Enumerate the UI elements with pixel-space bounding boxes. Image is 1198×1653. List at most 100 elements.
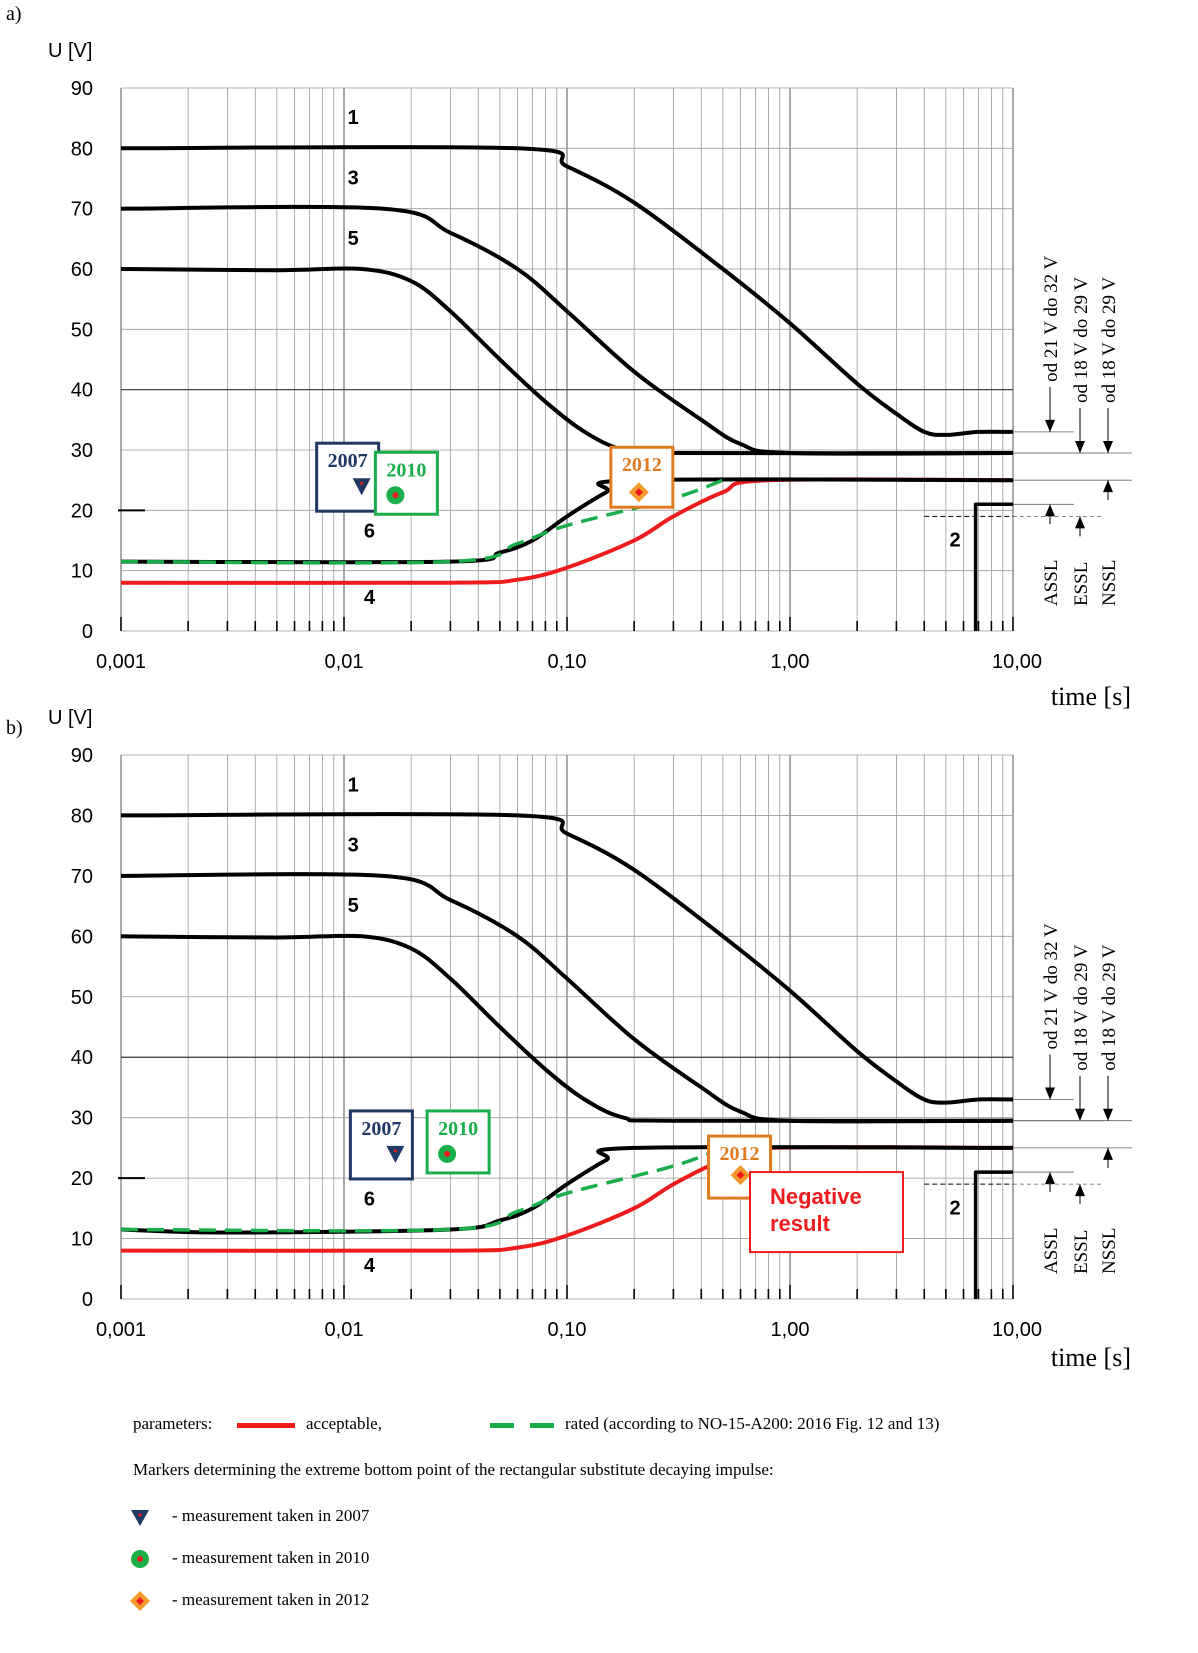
marker-2007-triangle-icon bbox=[352, 478, 371, 496]
series-line-6 bbox=[120, 477, 1014, 565]
x-tick-label: 10,00 bbox=[992, 1319, 1042, 1341]
y-tick-label: 60 bbox=[71, 259, 93, 281]
marker-box-2007 bbox=[315, 441, 381, 513]
marker-year-label-2010: 2010 bbox=[386, 459, 426, 481]
marker-2007-triangle-icon bbox=[386, 1145, 405, 1163]
range-label: od 21 V do 32 V bbox=[1041, 255, 1062, 381]
y-tick-label: 10 bbox=[71, 561, 93, 583]
x-tick-label: 1,00 bbox=[771, 1319, 810, 1341]
negative-result-note-line: Negative bbox=[770, 1184, 862, 1209]
grid bbox=[118, 87, 1014, 632]
marker-year-label-2007: 2007 bbox=[361, 1118, 401, 1140]
panel-label-b: b) bbox=[6, 717, 23, 739]
curve-label-2: 2 bbox=[950, 1197, 961, 1219]
negative-result-note-line: result bbox=[770, 1211, 831, 1236]
x-axis-ticks bbox=[120, 617, 1014, 631]
y-tick-label: 90 bbox=[71, 745, 93, 767]
y-tick-label: 50 bbox=[71, 987, 93, 1009]
marker-year-label-2012: 2012 bbox=[720, 1143, 760, 1165]
voltage-ranges: od 21 V do 32 V ASSL od 18 V do 29 V ESSL od… bbox=[924, 923, 1132, 1274]
range-arrow-head-top bbox=[1075, 1108, 1085, 1121]
y-tick-label: 90 bbox=[71, 78, 93, 100]
range-arrow-head-top bbox=[1045, 1087, 1055, 1100]
chart-panel-a: 0 10 20 30 40 50 60 70 80 90 0,001 0,01 0,10 1,00 10,0… bbox=[48, 40, 1132, 711]
y-axis-title: U [V] bbox=[48, 707, 92, 729]
y-tick-label: 70 bbox=[71, 866, 93, 888]
curve-label-4: 4 bbox=[364, 587, 376, 609]
y-tick-label: 60 bbox=[71, 926, 93, 948]
range-bottom-label: NSSL bbox=[1099, 560, 1120, 606]
range-label: od 18 V do 29 V bbox=[1071, 277, 1092, 403]
curve-label-3: 3 bbox=[348, 168, 359, 190]
marker-box-2010 bbox=[425, 1109, 491, 1175]
y-tick-label: 10 bbox=[71, 1229, 93, 1251]
y-tick-label: 20 bbox=[71, 500, 93, 522]
curve-label-5: 5 bbox=[348, 228, 359, 250]
range-arrow-head-bottom bbox=[1103, 480, 1113, 493]
marker-2010-dot bbox=[392, 492, 399, 499]
range-bottom-label: ASSL bbox=[1041, 560, 1062, 606]
x-tick-label: 0,10 bbox=[548, 651, 587, 673]
y-tick-label: 0 bbox=[82, 1289, 93, 1311]
y-tick-label: 20 bbox=[71, 1168, 93, 1190]
range-label: od 21 V do 32 V bbox=[1041, 923, 1062, 1049]
range-label: od 18 V do 29 V bbox=[1071, 944, 1092, 1070]
y-tick-label: 0 bbox=[82, 621, 93, 643]
series-line-2 bbox=[973, 1170, 1013, 1299]
marker-year-label-2012: 2012 bbox=[622, 454, 662, 476]
x-axis-title: time [s] bbox=[1051, 682, 1131, 711]
panel-label-a: a) bbox=[6, 3, 22, 25]
y-tick-label: 40 bbox=[71, 380, 93, 402]
chart-panel-b: 0 10 20 30 40 50 60 70 80 90 0,001 0,01 0,10 1,00 10,0… bbox=[48, 707, 1132, 1372]
range-bottom-label: ASSL bbox=[1041, 1228, 1062, 1274]
x-tick-label: 0,001 bbox=[96, 651, 146, 673]
range-arrow-head-top bbox=[1075, 441, 1085, 454]
range-arrow-head-bottom bbox=[1045, 504, 1055, 517]
marker-2007-dot bbox=[360, 481, 364, 485]
range-arrow-head-bottom bbox=[1075, 1184, 1085, 1197]
curve-label-6: 6 bbox=[364, 520, 375, 542]
marker-2010-dot bbox=[444, 1150, 451, 1157]
measurement-markers: 2007 2010 2012 Negative result bbox=[348, 1109, 904, 1254]
range-arrow-head-top bbox=[1103, 441, 1113, 454]
measurement-markers: 2007 2010 2012 bbox=[315, 441, 675, 516]
series-line-1 bbox=[120, 812, 1014, 1105]
x-tick-label: 1,00 bbox=[771, 651, 810, 673]
curve-label-4: 4 bbox=[364, 1255, 376, 1277]
series-line-1 bbox=[120, 144, 1014, 437]
x-axis-ticks bbox=[120, 1285, 1014, 1299]
x-tick-label: 0,01 bbox=[325, 651, 364, 673]
range-arrow-head-top bbox=[1045, 419, 1055, 432]
x-axis-title: time [s] bbox=[1051, 1343, 1131, 1372]
y-tick-label: 30 bbox=[71, 1108, 93, 1130]
x-tick-label: 10,00 bbox=[992, 651, 1042, 673]
x-tick-label: 0,001 bbox=[96, 1319, 146, 1341]
curve-label-6: 6 bbox=[364, 1188, 375, 1210]
series-line-rated bbox=[120, 1146, 724, 1233]
series-group bbox=[120, 812, 1014, 1299]
marker-box-2007 bbox=[348, 1109, 414, 1181]
y-tick-label: 50 bbox=[71, 319, 93, 341]
y-axis-title: U [V] bbox=[48, 40, 92, 62]
range-bottom-label: ESSL bbox=[1071, 562, 1092, 606]
curve-label-1: 1 bbox=[348, 107, 359, 129]
y-tick-label: 80 bbox=[71, 138, 93, 160]
negative-result-note: Negative result bbox=[770, 1184, 862, 1236]
x-tick-label: 0,01 bbox=[325, 1319, 364, 1341]
y-tick-label: 70 bbox=[71, 199, 93, 221]
range-arrow-head-bottom bbox=[1045, 1172, 1055, 1185]
voltage-ranges: od 21 V do 32 V ASSL od 18 V do 29 V ESSL od… bbox=[924, 255, 1132, 606]
grid bbox=[118, 754, 1014, 1300]
negative-result-box bbox=[749, 1171, 904, 1254]
marker-box-2010 bbox=[373, 450, 439, 516]
series-line-5 bbox=[120, 933, 1014, 1123]
curve-label-2: 2 bbox=[950, 530, 961, 552]
curve-label-5: 5 bbox=[348, 895, 359, 917]
y-tick-label: 40 bbox=[71, 1047, 93, 1069]
range-label: od 18 V do 29 V bbox=[1099, 944, 1120, 1070]
curve-label-1: 1 bbox=[348, 774, 359, 796]
marker-2012-dot bbox=[634, 488, 643, 497]
x-tick-label: 0,10 bbox=[548, 1319, 587, 1341]
marker-2012-dot bbox=[736, 1171, 745, 1180]
